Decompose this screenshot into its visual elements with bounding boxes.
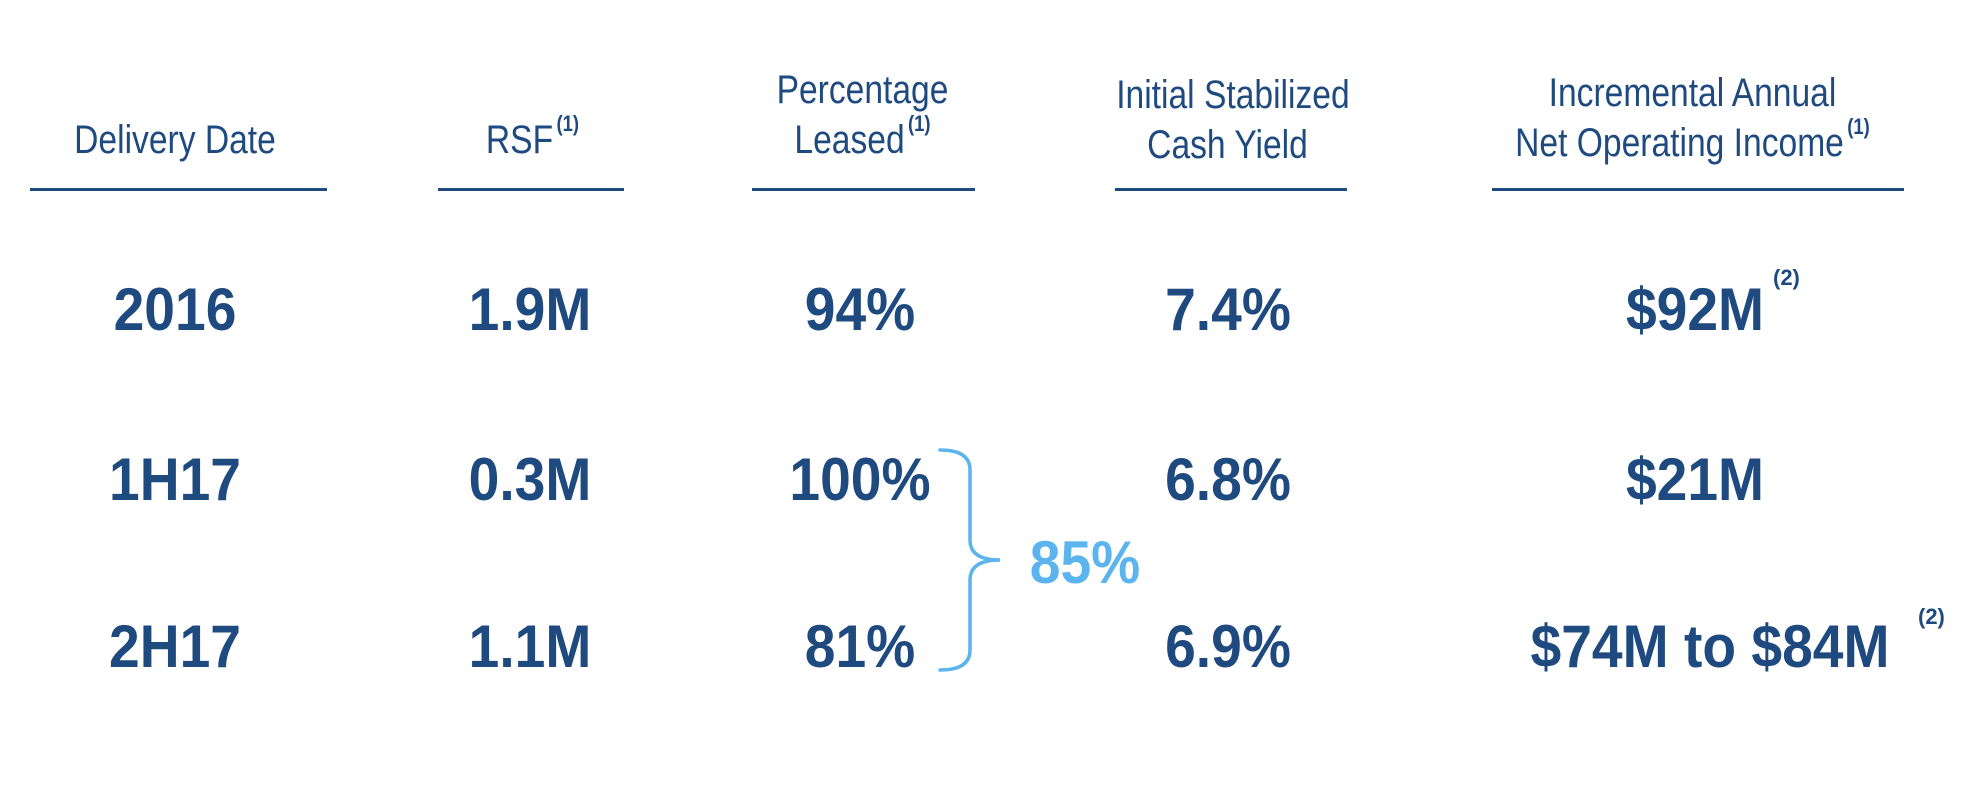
row-2016-noi: $92M xyxy=(1625,276,1765,343)
row-2h17-rsf: 1.1M xyxy=(468,613,592,680)
header-noi-footnote: (1) xyxy=(1847,114,1870,139)
header-rule-percentage-leased xyxy=(752,188,975,191)
header-rule-cash-yield xyxy=(1115,188,1347,191)
header-rule-rsf xyxy=(438,188,624,191)
header-rule-delivery-date xyxy=(30,188,327,191)
row-1h17-date: 1H17 xyxy=(109,446,241,513)
header-percentage-leased-footnote: (1) xyxy=(908,111,931,136)
header-noi: Incremental Annual Net Operating Income(… xyxy=(1514,68,1871,174)
row-2h17-leased: 81% xyxy=(804,613,916,680)
row-2016-rsf: 1.9M xyxy=(468,276,592,343)
header-rsf: RSF (1) xyxy=(455,111,610,171)
header-cash-yield-line2: Cash Yield xyxy=(1147,123,1308,167)
row-1h17-yield: 6.8% xyxy=(1165,446,1291,513)
header-rsf-label: RSF xyxy=(485,118,554,162)
row-2h17-noi-footnote: (2) xyxy=(1918,604,1945,629)
header-percentage-leased: Percentage Leased (1) xyxy=(768,65,957,171)
row-2h17-noi: $74M to $84M xyxy=(1530,613,1890,680)
header-delivery-date: Delivery Date xyxy=(53,115,297,165)
header-cash-yield-line1: Initial Stabilized xyxy=(1116,73,1350,117)
row-2016-yield: 7.4% xyxy=(1165,276,1291,343)
header-rsf-footnote: (1) xyxy=(556,111,580,136)
header-rule-noi xyxy=(1492,188,1904,191)
header-delivery-date-label: Delivery Date xyxy=(74,118,276,162)
row-1h17-noi: $21M xyxy=(1625,446,1765,513)
header-percentage-leased-line1: Percentage xyxy=(776,68,949,112)
header-noi-line1: Incremental Annual xyxy=(1548,71,1837,115)
header-cash-yield: Initial Stabilized Cash Yield xyxy=(1116,70,1350,170)
row-2h17-date: 2H17 xyxy=(109,613,241,680)
header-percentage-leased-line2: Leased xyxy=(794,118,905,162)
row-2016-date: 2016 xyxy=(113,276,237,343)
row-1h17-rsf: 0.3M xyxy=(468,446,592,513)
row-2h17-yield: 6.9% xyxy=(1165,613,1291,680)
row-2016-noi-footnote: (2) xyxy=(1773,265,1800,290)
row-2016-leased: 94% xyxy=(804,276,916,343)
combined-leased-percentage: 85% xyxy=(1029,529,1141,596)
header-noi-line2: Net Operating Income xyxy=(1515,121,1844,165)
row-1h17-leased: 100% xyxy=(789,446,931,513)
grouping-bracket xyxy=(938,448,1001,672)
